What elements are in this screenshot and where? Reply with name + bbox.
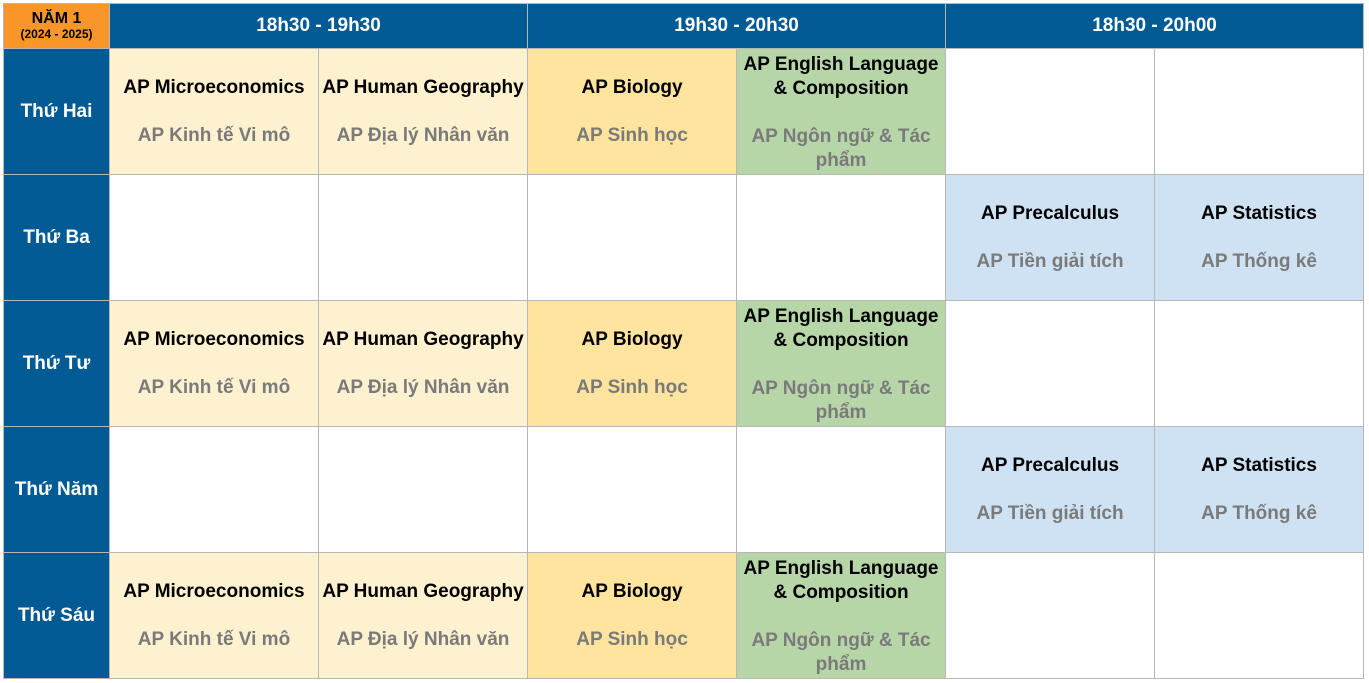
day-row-thursday: Thứ Năm AP Precalculus AP Tiền giải tích…	[3, 426, 1365, 553]
empty-cell	[527, 174, 738, 301]
header-row: NĂM 1 (2024 - 2025) 18h30 - 19h30 19h30 …	[3, 3, 1365, 49]
time-slot-3: 18h30 - 20h00	[945, 3, 1365, 49]
empty-cell	[736, 426, 947, 553]
course-name-vi: AP Sinh học	[576, 124, 688, 146]
empty-cell	[736, 174, 947, 301]
course-cell-eng: AP English Language & Composition AP Ngô…	[736, 552, 947, 679]
day-row-tuesday: Thứ Ba AP Precalculus AP Tiền giải tích …	[3, 174, 1365, 301]
empty-cell	[527, 426, 738, 553]
course-name-en: AP Human Geography	[322, 328, 524, 350]
day-label-wednesday: Thứ Tư	[3, 300, 110, 427]
day-row-monday: Thứ Hai AP Microeconomics AP Kinh tế Vi …	[3, 48, 1365, 175]
course-cell-pre: AP Precalculus AP Tiền giải tích	[945, 426, 1156, 553]
course-cell-micro: AP Microeconomics AP Kinh tế Vi mô	[109, 300, 319, 427]
course-name-en: AP English Language & Composition	[743, 305, 939, 351]
time-slot-1: 18h30 - 19h30	[108, 3, 529, 49]
course-cell-eng: AP English Language & Composition AP Ngô…	[736, 300, 947, 427]
course-cell-pre: AP Precalculus AP Tiền giải tích	[945, 174, 1156, 301]
course-name-vi: AP Sinh học	[576, 628, 688, 650]
course-name-vi: AP Sinh học	[576, 376, 688, 398]
schedule-table: NĂM 1 (2024 - 2025) 18h30 - 19h30 19h30 …	[3, 3, 1365, 679]
empty-cell	[945, 552, 1156, 679]
day-row-wednesday: Thứ Tư AP Microeconomics AP Kinh tế Vi m…	[3, 300, 1365, 427]
empty-cell	[1154, 300, 1365, 427]
course-name-en: AP Statistics	[1201, 202, 1317, 224]
course-cell-micro: AP Microeconomics AP Kinh tế Vi mô	[109, 552, 319, 679]
course-name-vi: AP Kinh tế Vi mô	[137, 628, 291, 650]
course-cell-geo: AP Human Geography AP Địa lý Nhân văn	[317, 552, 529, 679]
day-label-tuesday: Thứ Ba	[3, 174, 110, 301]
course-name-vi: AP Ngôn ngữ & Tác phẩm	[751, 629, 931, 675]
course-name-en: AP Statistics	[1201, 454, 1317, 476]
course-name-en: AP Human Geography	[322, 76, 524, 98]
course-name-vi: AP Kinh tế Vi mô	[137, 376, 291, 398]
course-name-en: AP Biology	[581, 580, 683, 602]
course-name-en: AP Microeconomics	[123, 76, 305, 98]
course-cell-bio: AP Biology AP Sinh học	[527, 552, 738, 679]
course-name-en: AP English Language & Composition	[743, 53, 939, 99]
course-name-en: AP Biology	[581, 328, 683, 350]
course-cell-eng: AP English Language & Composition AP Ngô…	[736, 48, 947, 175]
course-name-vi: AP Địa lý Nhân văn	[336, 376, 510, 398]
empty-cell	[1154, 552, 1365, 679]
year-title: NĂM 1	[31, 10, 82, 27]
year-label: NĂM 1 (2024 - 2025)	[3, 3, 110, 49]
empty-cell	[945, 48, 1156, 175]
course-cell-geo: AP Human Geography AP Địa lý Nhân văn	[317, 300, 529, 427]
day-row-friday: Thứ Sáu AP Microeconomics AP Kinh tế Vi …	[3, 552, 1365, 679]
course-name-vi: AP Địa lý Nhân văn	[336, 124, 510, 146]
course-name-vi: AP Tiền giải tích	[976, 250, 1124, 272]
course-name-vi: AP Thống kê	[1201, 502, 1317, 524]
course-cell-geo: AP Human Geography AP Địa lý Nhân văn	[317, 48, 529, 175]
time-slot-2: 19h30 - 20h30	[527, 3, 947, 49]
course-name-vi: AP Kinh tế Vi mô	[137, 124, 291, 146]
course-name-en: AP Biology	[581, 76, 683, 98]
empty-cell	[109, 174, 319, 301]
course-cell-stat: AP Statistics AP Thống kê	[1154, 174, 1365, 301]
course-cell-stat: AP Statistics AP Thống kê	[1154, 426, 1365, 553]
empty-cell	[317, 426, 529, 553]
empty-cell	[1154, 48, 1365, 175]
empty-cell	[109, 426, 319, 553]
course-name-en: AP Precalculus	[981, 454, 1120, 476]
course-name-en: AP Microeconomics	[123, 580, 305, 602]
empty-cell	[945, 300, 1156, 427]
course-cell-micro: AP Microeconomics AP Kinh tế Vi mô	[109, 48, 319, 175]
course-name-vi: AP Ngôn ngữ & Tác phẩm	[751, 125, 931, 171]
course-name-en: AP Precalculus	[981, 202, 1120, 224]
day-label-thursday: Thứ Năm	[3, 426, 110, 553]
course-name-vi: AP Thống kê	[1201, 250, 1317, 272]
course-cell-bio: AP Biology AP Sinh học	[527, 48, 738, 175]
course-name-vi: AP Địa lý Nhân văn	[336, 628, 510, 650]
course-cell-bio: AP Biology AP Sinh học	[527, 300, 738, 427]
course-name-vi: AP Tiền giải tích	[976, 502, 1124, 524]
empty-cell	[317, 174, 529, 301]
course-name-vi: AP Ngôn ngữ & Tác phẩm	[751, 377, 931, 423]
course-name-en: AP Human Geography	[322, 580, 524, 602]
course-name-en: AP English Language & Composition	[743, 557, 939, 603]
year-range: (2024 - 2025)	[20, 27, 93, 41]
day-label-friday: Thứ Sáu	[3, 552, 110, 679]
day-label-monday: Thứ Hai	[3, 48, 110, 175]
course-name-en: AP Microeconomics	[123, 328, 305, 350]
